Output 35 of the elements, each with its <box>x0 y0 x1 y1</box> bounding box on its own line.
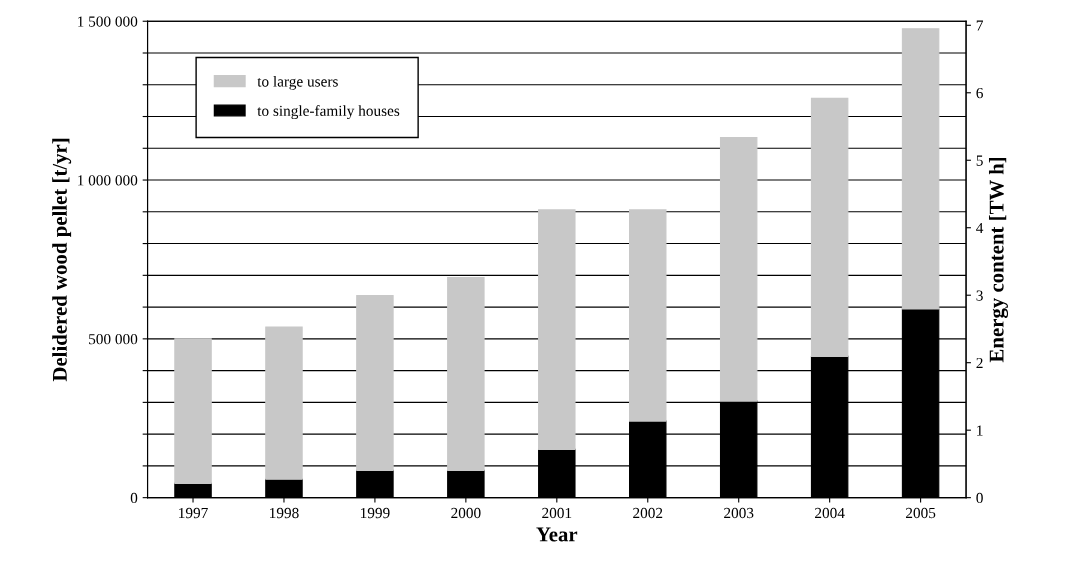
x-tick-label: 2002 <box>633 507 663 519</box>
y2-tick-label: 3 <box>976 290 983 301</box>
legend-label: to large users <box>257 75 338 90</box>
y2-tick-label: 1 <box>977 425 983 436</box>
y-tick-label: 500 000 <box>89 333 138 345</box>
y2-tick-label: 6 <box>976 87 983 99</box>
y2-tick-label: 0 <box>976 492 983 504</box>
y2-tick-label: 5 <box>976 155 983 166</box>
x-tick-label: 1999 <box>360 507 390 519</box>
bar <box>174 338 212 484</box>
x-tick-label: 2005 <box>905 507 936 519</box>
bar <box>447 276 485 471</box>
y-axis-title: Delidered wood pellet [t/yr] <box>52 138 72 382</box>
x-tick-label: 1998 <box>270 507 299 519</box>
x-tick-label: 2000 <box>451 507 481 519</box>
bar <box>265 326 303 480</box>
bar <box>901 28 940 310</box>
y-tick-label: 1 500 000 <box>78 16 138 27</box>
bar <box>356 295 394 471</box>
x-tick-label: 2003 <box>724 507 754 519</box>
y-tick-label: 1 000 000 <box>78 175 138 186</box>
bar <box>810 97 849 357</box>
bar <box>719 136 758 402</box>
legend-label: to single-family houses <box>257 105 400 120</box>
bar <box>629 209 667 422</box>
x-tick-label: 2001 <box>542 507 572 519</box>
y2-axis-title: Energy content [TW h] <box>988 157 1009 363</box>
y2-tick-label: 2 <box>976 357 983 368</box>
x-tick-label: 1997 <box>179 507 208 519</box>
y2-tick-label: 7 <box>976 20 983 31</box>
y-tick-label: 0 <box>130 492 138 504</box>
bar <box>538 209 576 450</box>
y2-tick-label: 4 <box>976 222 984 234</box>
x-axis-title: Year <box>536 527 578 542</box>
x-tick-label: 2004 <box>815 507 845 519</box>
